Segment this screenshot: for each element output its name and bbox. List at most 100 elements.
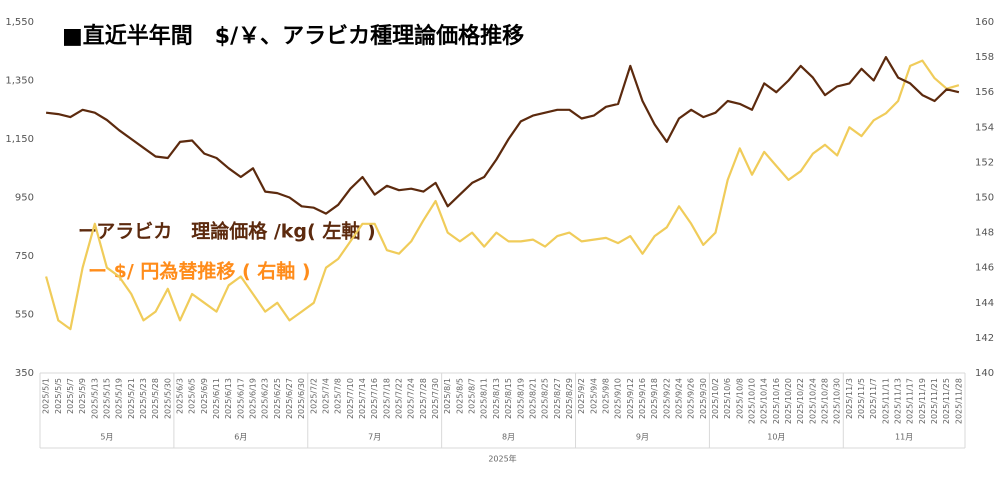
x-tick-label: 2025/10/28 [821,378,830,424]
x-tick-label: 2025/9/2 [577,378,586,414]
x-tick-label: 2025/7/30 [431,378,440,419]
y-tick-label: 1,350 [5,76,34,87]
x-tick-label: 2025/11/11 [881,378,890,424]
x-tick-label: 2025/9/18 [650,378,659,419]
x-axis-label: 2025年 [488,454,516,464]
x-tick-label: 2025/8/19 [516,378,525,419]
x-tick-label: 2025/10/24 [808,378,817,424]
x-tick-label: 2025/11/13 [894,378,903,424]
x-tick-label: 2025/6/30 [297,378,306,419]
x-tick-label: 2025/5/9 [78,378,87,414]
y2-tick-label: 150 [975,193,994,204]
x-tick-label: 2025/6/19 [248,378,257,419]
x-tick-label: 2025/9/12 [626,378,635,419]
y-tick-label: 950 [15,193,34,204]
legend-entry: ーアラビカ 理論価格 /kg( 左軸 ) [78,220,376,243]
x-tick-label: 2025/9/22 [662,378,671,419]
x-tick-label: 2025/6/11 [212,378,221,419]
x-tick-label: 2025/9/10 [614,378,623,419]
x-tick-label: 2025/5/19 [115,378,124,419]
x-tick-label: 2025/5/5 [54,378,63,414]
x-tick-label: 2025/7/24 [407,378,416,419]
series-line [45,56,960,215]
x-tick-label: 2025/9/8 [601,378,610,414]
x-tick-label: 2025/7/10 [346,378,355,419]
y-tick-label: 550 [15,310,34,321]
x-tick-label: 2025/6/23 [261,378,270,419]
x-tick-label: 2025/6/5 [188,378,197,414]
x-tick-label: 2025/6/13 [224,378,233,419]
x-tick-label: 2025/8/25 [541,378,550,419]
x-group-label: 9月 [636,433,649,442]
y-tick-label: 750 [15,251,34,262]
x-tick-label: 2025/10/20 [784,378,793,424]
x-tick-label: 2025/8/5 [455,378,464,414]
x-tick-label: 2025/6/25 [273,378,282,419]
x-tick-label: 2025/7/4 [322,378,331,414]
x-tick-label: 2025/7/14 [358,378,367,419]
x-tick-label: 2025/6/9 [200,378,209,414]
y2-tick-label: 148 [975,228,994,239]
y2-tick-label: 142 [975,333,994,344]
x-tick-label: 2025/10/14 [760,378,769,424]
x-tick-label: 2025/9/26 [687,378,696,419]
x-tick-label: 2025/7/16 [370,378,379,419]
x-tick-label: 2025/8/11 [480,378,489,419]
y2-tick-label: 152 [975,157,994,168]
y-tick-label: 350 [15,368,34,379]
x-tick-label: 2025/5/21 [127,378,136,419]
x-tick-label: 2025/9/4 [589,378,598,414]
x-tick-label: 2025/10/10 [748,378,757,424]
x-tick-label: 2025/7/8 [334,378,343,414]
x-tick-label: 2025/11/25 [942,378,951,424]
y2-tick-label: 140 [975,368,994,379]
x-tick-label: 2025/11/28 [954,378,963,424]
x-tick-label: 2025/7/28 [419,378,428,419]
x-tick-label: 2025/11/19 [918,378,927,424]
x-tick-label: 2025/6/27 [285,378,294,419]
chart-title: ■直近半年間 $/￥、アラビカ種理論価格推移 [62,23,524,49]
y2-tick-label: 146 [975,263,994,274]
x-tick-label: 2025/5/15 [102,378,111,419]
x-tick-label: 2025/10/22 [796,378,805,424]
y2-tick-label: 160 [975,17,994,28]
x-tick-label: 2025/6/17 [236,378,245,419]
x-tick-label: 2025/10/6 [723,378,732,419]
x-tick-label: 2025/5/7 [66,378,75,414]
x-tick-label: 2025/6/3 [175,378,184,414]
x-tick-label: 2025/7/2 [309,378,318,414]
x-tick-label: 2025/9/30 [699,378,708,419]
x-tick-label: 2025/8/7 [468,378,477,414]
y2-tick-label: 144 [975,298,994,309]
x-tick-label: 2025/8/15 [504,378,513,419]
y2-tick-label: 158 [975,52,994,63]
x-tick-label: 2025/8/27 [553,378,562,419]
x-tick-label: 2025/11/3 [845,378,854,419]
x-tick-label: 2025/9/24 [674,378,683,419]
x-tick-label: 2025/11/5 [857,378,866,419]
y-tick-label: 1,550 [5,17,34,28]
x-tick-label: 2025/5/23 [139,378,148,419]
x-tick-label: 2025/8/1 [443,378,452,414]
x-tick-label: 2025/11/21 [930,378,939,424]
x-tick-label: 2025/8/13 [492,378,501,419]
x-tick-label: 2025/5/13 [90,378,99,419]
x-group-label: 5月 [100,433,113,442]
x-tick-label: 2025/7/18 [382,378,391,419]
x-tick-label: 2025/11/7 [869,378,878,419]
y2-tick-label: 154 [975,122,994,133]
x-tick-label: 2025/7/22 [395,378,404,419]
x-tick-label: 2025/10/8 [735,378,744,419]
x-group-label: 11月 [895,433,913,442]
y-tick-label: 1,150 [5,134,34,145]
y2-tick-label: 156 [975,87,994,98]
x-tick-label: 2025/11/17 [906,378,915,424]
x-tick-label: 2025/9/16 [638,378,647,419]
x-tick-label: 2025/5/30 [163,378,172,419]
x-tick-label: 2025/10/2 [711,378,720,419]
x-group-label: 6月 [234,433,247,442]
legend-entry: ー $/ 円為替推移 ( 右軸 ) [88,260,311,283]
x-tick-label: 2025/5/28 [151,378,160,419]
